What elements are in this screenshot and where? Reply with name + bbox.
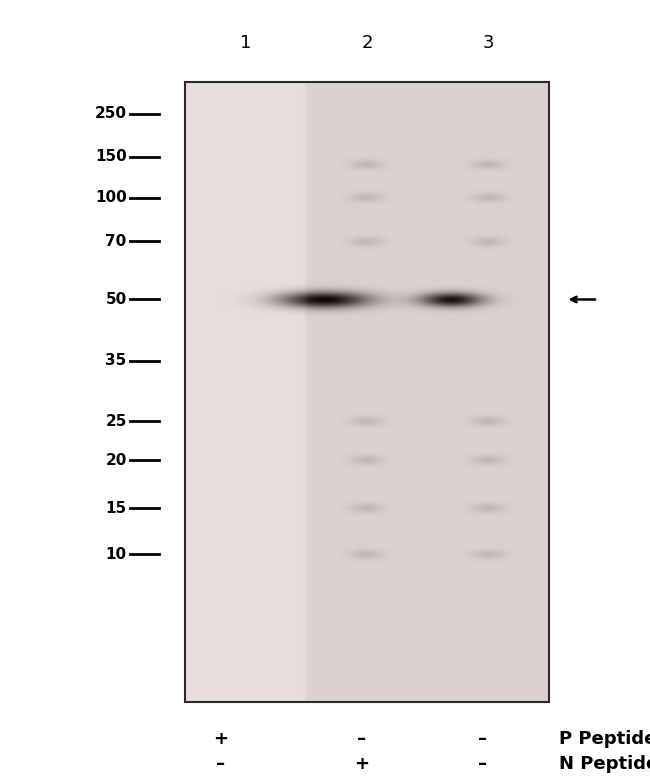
Text: P Peptide: P Peptide (559, 730, 650, 747)
Text: 150: 150 (95, 149, 127, 165)
Text: 250: 250 (95, 106, 127, 122)
Text: –: – (478, 756, 488, 773)
Text: 1: 1 (240, 34, 252, 52)
Text: 35: 35 (105, 353, 127, 368)
Text: 50: 50 (105, 292, 127, 307)
Text: 15: 15 (105, 500, 127, 516)
Text: 25: 25 (105, 413, 127, 429)
Text: +: + (354, 756, 370, 773)
Bar (185, 82, 549, 702)
Text: 10: 10 (105, 546, 127, 562)
Text: 20: 20 (105, 452, 127, 468)
Text: –: – (358, 730, 367, 747)
Text: –: – (478, 730, 488, 747)
Text: 100: 100 (95, 190, 127, 205)
Text: 3: 3 (483, 34, 495, 52)
Text: +: + (213, 730, 229, 747)
Text: 2: 2 (361, 34, 373, 52)
Text: –: – (216, 756, 226, 773)
Text: 70: 70 (105, 234, 127, 249)
Text: N Peptide: N Peptide (559, 756, 650, 773)
